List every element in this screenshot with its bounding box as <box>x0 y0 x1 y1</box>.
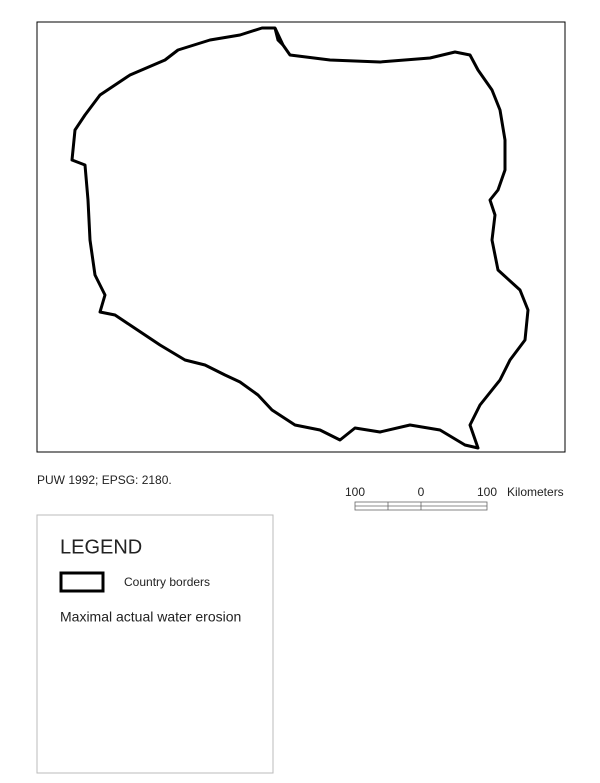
scale-label: 100 <box>345 485 365 499</box>
scale-bar <box>354 501 488 511</box>
border-swatch <box>59 571 105 593</box>
country-border <box>70 26 530 450</box>
scale-unit: Kilometers <box>507 485 564 499</box>
legend-label: Country borders <box>124 575 210 589</box>
legend-section-title: Maximal actual water erosion <box>60 609 241 625</box>
legend-box <box>36 514 274 774</box>
map-frame <box>36 21 566 453</box>
scale-label: 0 <box>418 485 425 499</box>
legend-title: LEGEND <box>60 536 142 558</box>
peninsula <box>273 27 285 47</box>
scale-label: 100 <box>477 485 497 499</box>
source-note: PUW 1992; EPSG: 2180. <box>37 473 172 487</box>
